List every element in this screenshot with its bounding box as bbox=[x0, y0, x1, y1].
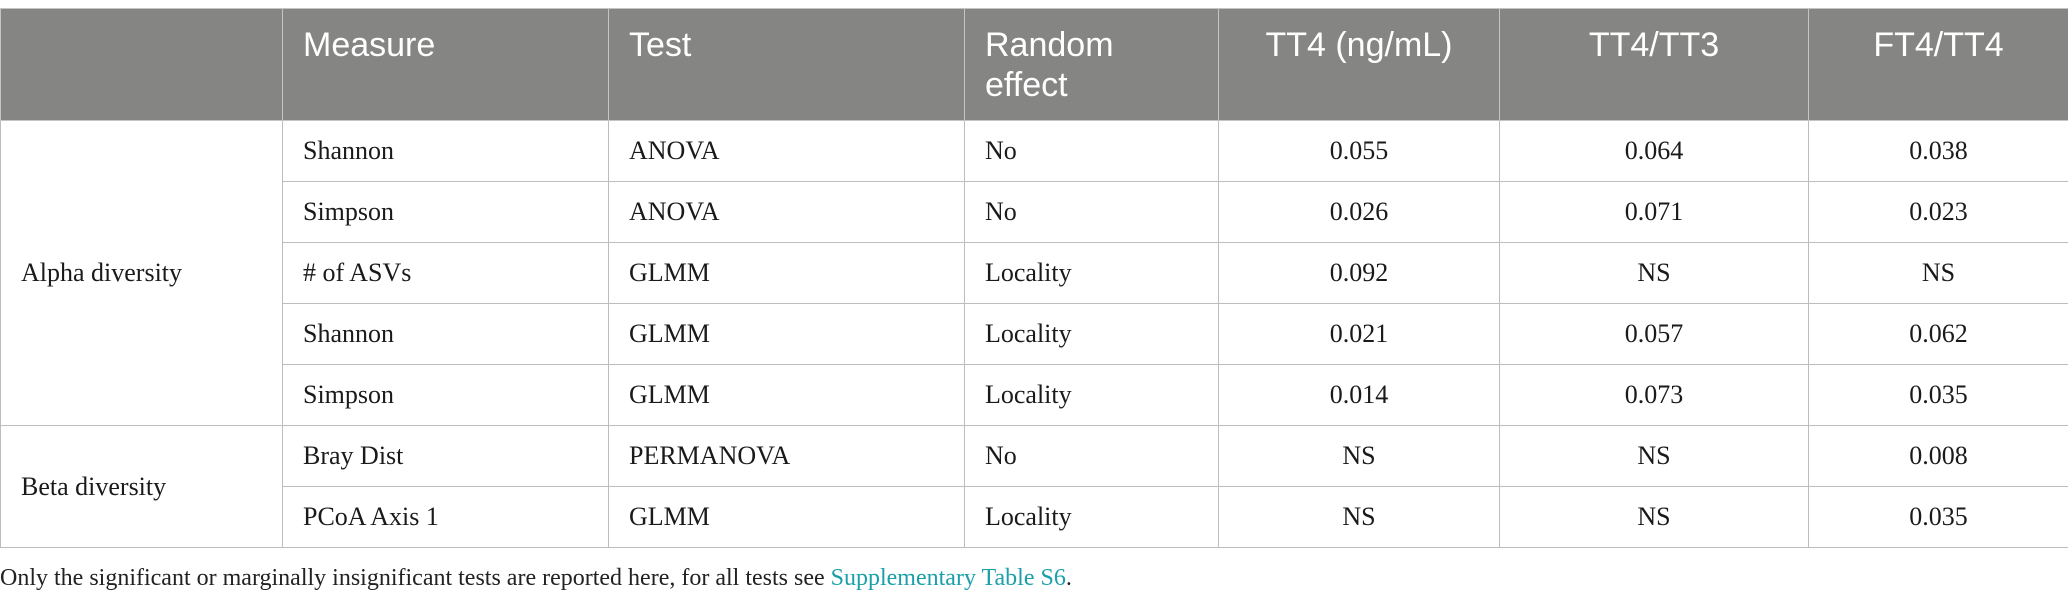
cell-random-effect: Locality bbox=[964, 242, 1219, 304]
cell-tt4-tt3: 0.057 bbox=[1499, 303, 1809, 365]
table-row: # of ASVs GLMM Locality 0.092 NS NS bbox=[1, 242, 2068, 304]
cell-test: GLMM bbox=[608, 364, 965, 426]
cell-tt4-tt3: 0.064 bbox=[1499, 120, 1809, 182]
cell-random-effect: Locality bbox=[964, 486, 1219, 548]
footnote-end: . bbox=[1065, 565, 1072, 591]
cell-test: ANOVA bbox=[608, 181, 965, 243]
table-row: Simpson GLMM Locality 0.014 0.073 0.035 bbox=[1, 364, 2068, 426]
cell-tt4-tt3: NS bbox=[1499, 425, 1809, 487]
table-row: Beta diversity Bray Dist PERMANOVA No NS… bbox=[0, 425, 2068, 548]
cell-random-effect: No bbox=[964, 425, 1219, 487]
cell-test: GLMM bbox=[608, 242, 965, 304]
header-tt4-tt3: TT4/TT3 bbox=[1499, 8, 1809, 121]
cell-measure: Shannon bbox=[282, 303, 609, 365]
cell-ft4-tt4: 0.023 bbox=[1808, 181, 2068, 243]
group-label: Alpha diversity bbox=[0, 120, 283, 426]
cell-ft4-tt4: NS bbox=[1808, 242, 2068, 304]
cell-random-effect: Locality bbox=[964, 303, 1219, 365]
cell-tt4: NS bbox=[1218, 486, 1500, 548]
cell-test: ANOVA bbox=[608, 120, 965, 182]
table-row: PCoA Axis 1 GLMM Locality NS NS 0.035 bbox=[1, 486, 2068, 548]
cell-tt4: 0.055 bbox=[1218, 120, 1500, 182]
cell-measure: Shannon bbox=[282, 120, 609, 182]
group-label: Beta diversity bbox=[0, 425, 283, 548]
cell-tt4-tt3: 0.071 bbox=[1499, 181, 1809, 243]
supplementary-table-link[interactable]: Supplementary Table S6 bbox=[830, 565, 1066, 591]
cell-ft4-tt4: 0.062 bbox=[1808, 303, 2068, 365]
cell-ft4-tt4: 0.035 bbox=[1808, 364, 2068, 426]
cell-tt4-tt3: NS bbox=[1499, 242, 1809, 304]
footnote-text: Only the significant or marginally insig… bbox=[0, 565, 831, 591]
header-tt4: TT4 (ng/mL) bbox=[1218, 8, 1500, 121]
header-ft4-tt4: FT4/TT4 bbox=[1808, 8, 2068, 121]
table-row: Alpha diversity Shannon ANOVA No 0.055 0… bbox=[0, 120, 2068, 426]
cell-random-effect: Locality bbox=[964, 364, 1219, 426]
header-group bbox=[0, 8, 283, 121]
cell-random-effect: No bbox=[964, 181, 1219, 243]
cell-tt4: 0.026 bbox=[1218, 181, 1500, 243]
cell-tt4: NS bbox=[1218, 425, 1500, 487]
cell-tt4: 0.014 bbox=[1218, 364, 1500, 426]
table-row: Shannon GLMM Locality 0.021 0.057 0.062 bbox=[1, 303, 2068, 365]
results-table: Measure Test Random effect TT4 (ng/mL) T… bbox=[0, 8, 2068, 548]
header-row: Measure Test Random effect TT4 (ng/mL) T… bbox=[0, 8, 2068, 121]
table-row: Simpson ANOVA No 0.026 0.071 0.023 bbox=[1, 181, 2068, 243]
cell-measure: Simpson bbox=[282, 181, 609, 243]
cell-ft4-tt4: 0.035 bbox=[1808, 486, 2068, 548]
cell-measure: Simpson bbox=[282, 364, 609, 426]
cell-test: GLMM bbox=[608, 486, 965, 548]
header-random-effect: Random effect bbox=[964, 8, 1219, 121]
cell-tt4: 0.092 bbox=[1218, 242, 1500, 304]
cell-measure: PCoA Axis 1 bbox=[282, 486, 609, 548]
table-footnote: Only the significant or marginally insig… bbox=[0, 565, 1072, 592]
header-measure: Measure bbox=[282, 8, 609, 121]
cell-test: GLMM bbox=[608, 303, 965, 365]
cell-test: PERMANOVA bbox=[608, 425, 965, 487]
cell-tt4: 0.021 bbox=[1218, 303, 1500, 365]
cell-random-effect: No bbox=[964, 120, 1219, 182]
cell-ft4-tt4: 0.038 bbox=[1808, 120, 2068, 182]
cell-tt4-tt3: NS bbox=[1499, 486, 1809, 548]
cell-ft4-tt4: 0.008 bbox=[1808, 425, 2068, 487]
cell-measure: Bray Dist bbox=[282, 425, 609, 487]
cell-tt4-tt3: 0.073 bbox=[1499, 364, 1809, 426]
cell-measure: # of ASVs bbox=[282, 242, 609, 304]
header-test: Test bbox=[608, 8, 965, 121]
